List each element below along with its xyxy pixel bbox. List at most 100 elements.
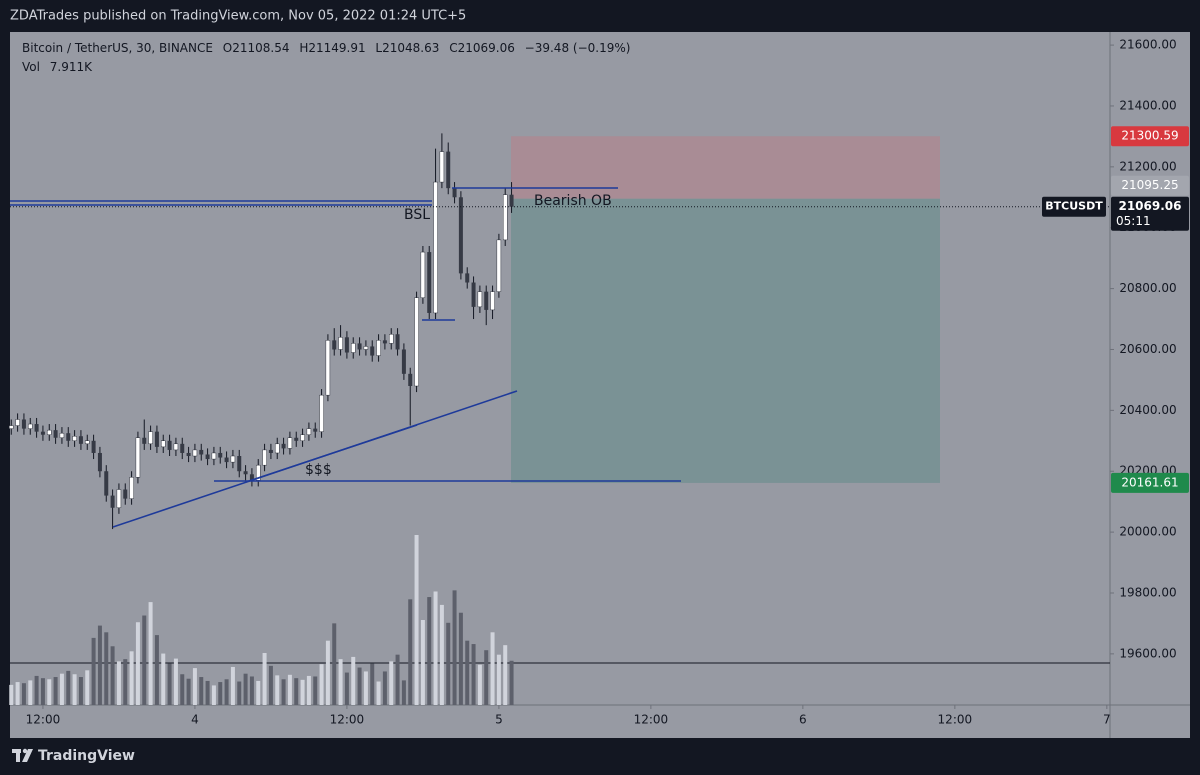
candle-body: [34, 424, 39, 432]
volume-bar: [85, 670, 90, 705]
candle-body: [47, 429, 52, 435]
volume-bar: [370, 663, 375, 705]
volume-bar: [484, 650, 489, 705]
volume-bar: [313, 676, 318, 705]
candle-body: [167, 440, 172, 450]
annotation: $$$: [305, 462, 332, 478]
x-tick-label: 7: [1103, 713, 1111, 727]
volume-bar: [148, 602, 153, 705]
ohlc: L21048.63: [375, 41, 439, 55]
x-tick-label: 12:00: [938, 713, 973, 727]
volume-bar: [205, 680, 210, 705]
candle-body: [496, 239, 502, 292]
x-tick-label: 12:00: [26, 713, 61, 727]
volume-bar: [300, 679, 305, 705]
volume-bar: [154, 635, 159, 705]
y-tick-label: 21600.00: [1119, 38, 1176, 52]
volume-bar: [161, 653, 166, 705]
candle-body: [300, 434, 305, 441]
ohlc: O21108.54: [223, 41, 290, 55]
volume-bar: [224, 679, 229, 705]
candle-body: [148, 431, 153, 445]
logo-part: [22, 748, 28, 754]
volume-bar: [199, 677, 204, 705]
y-tick-label: 19600.00: [1119, 646, 1176, 660]
countdown: 05:11: [1116, 214, 1151, 228]
volume-legend: Vol 7.911K: [22, 60, 93, 74]
candle-body: [465, 273, 470, 283]
volume-bar: [9, 684, 14, 705]
trend-line: [245, 424, 418, 483]
candle-body: [433, 181, 438, 314]
volume-bar: [420, 620, 425, 705]
candle-body: [21, 419, 26, 429]
volume-bar: [21, 683, 26, 705]
candle-body: [224, 457, 229, 463]
candle-body: [338, 337, 343, 350]
volume-bar: [256, 680, 261, 705]
candle-body: [427, 252, 432, 313]
candle-body: [395, 334, 400, 350]
volume-bar: [142, 615, 147, 705]
volume-title: Vol: [22, 60, 40, 74]
volume-bar: [294, 678, 299, 705]
volume-bar: [249, 676, 254, 705]
volume-bar: [496, 654, 501, 705]
candle-body: [110, 495, 115, 508]
price-tag: 20161.61: [1121, 475, 1178, 489]
volume-bar: [268, 665, 273, 705]
candle-body: [414, 297, 419, 387]
volume-bar: [237, 681, 242, 705]
volume-bar: [338, 659, 343, 705]
volume-value: 7.911K: [50, 60, 93, 74]
volume-bar: [275, 675, 280, 705]
volume-bar: [28, 680, 33, 705]
volume-bar: [47, 679, 52, 705]
volume-bar: [363, 671, 368, 705]
x-tick-label: 12:00: [634, 713, 669, 727]
volume-bar: [78, 677, 83, 705]
candle-body: [123, 489, 128, 499]
candle-body: [192, 449, 198, 457]
symbol-tag-box: [1042, 196, 1106, 217]
brand-logo: [12, 748, 33, 762]
candle-body: [420, 251, 426, 298]
candle-body: [53, 430, 58, 438]
volume-bar: [509, 660, 514, 705]
candle-body: [458, 197, 463, 274]
candle-body: [389, 334, 394, 344]
candle-body: [59, 432, 65, 438]
price-tag-box: [1111, 175, 1189, 196]
candle-body: [243, 471, 248, 475]
candle-body: [287, 437, 293, 449]
volume-bar: [351, 656, 356, 705]
candle-body: [446, 151, 451, 189]
volume-bar: [262, 652, 267, 705]
candle-body: [294, 437, 299, 441]
candle-body: [275, 443, 280, 454]
volume-bar: [414, 535, 419, 705]
candle-body: [477, 291, 483, 308]
volume-bar: [446, 622, 451, 705]
price-tag: 21095.25: [1121, 178, 1178, 192]
stop-zone: [511, 136, 940, 199]
y-tick-label: 20600.00: [1119, 342, 1176, 356]
symbol-tag: BTCUSDT: [1045, 200, 1103, 213]
change: −39.48 (−0.19%): [525, 41, 631, 55]
volume-bar: [458, 612, 463, 705]
candle-body: [186, 452, 191, 457]
volume-bar: [287, 674, 292, 705]
annotation: BSL: [404, 207, 430, 223]
volume-bar: [427, 597, 432, 705]
volume-bar: [53, 677, 58, 705]
last-price-label: 21069.06: [1118, 199, 1181, 213]
volume-bar: [123, 659, 128, 705]
publisher: ZDATrades published on TradingView.com, …: [10, 9, 466, 24]
annotation: Bearish OB: [534, 193, 612, 209]
legend-line: Bitcoin / TetherUS, 30, BINANCE O21108.5…: [22, 41, 630, 55]
volume-bar: [306, 675, 311, 705]
drawings: [10, 187, 681, 528]
candle-body: [401, 349, 406, 374]
volume-bar: [230, 666, 235, 705]
